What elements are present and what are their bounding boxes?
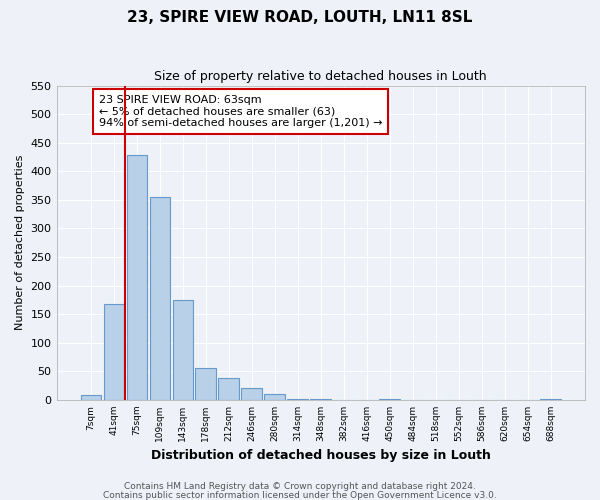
- Text: Contains public sector information licensed under the Open Government Licence v3: Contains public sector information licen…: [103, 490, 497, 500]
- Bar: [241, 388, 262, 400]
- Bar: [149, 197, 170, 400]
- Bar: [173, 300, 193, 400]
- X-axis label: Distribution of detached houses by size in Louth: Distribution of detached houses by size …: [151, 450, 491, 462]
- Bar: [287, 399, 308, 400]
- Title: Size of property relative to detached houses in Louth: Size of property relative to detached ho…: [154, 70, 487, 83]
- Bar: [218, 378, 239, 400]
- Bar: [104, 304, 124, 400]
- Bar: [196, 368, 216, 400]
- Text: Contains HM Land Registry data © Crown copyright and database right 2024.: Contains HM Land Registry data © Crown c…: [124, 482, 476, 491]
- Bar: [265, 394, 285, 400]
- Text: 23, SPIRE VIEW ROAD, LOUTH, LN11 8SL: 23, SPIRE VIEW ROAD, LOUTH, LN11 8SL: [127, 10, 473, 25]
- Bar: [127, 156, 147, 400]
- Text: 23 SPIRE VIEW ROAD: 63sqm
← 5% of detached houses are smaller (63)
94% of semi-d: 23 SPIRE VIEW ROAD: 63sqm ← 5% of detach…: [99, 95, 382, 128]
- Y-axis label: Number of detached properties: Number of detached properties: [15, 155, 25, 330]
- Bar: [80, 396, 101, 400]
